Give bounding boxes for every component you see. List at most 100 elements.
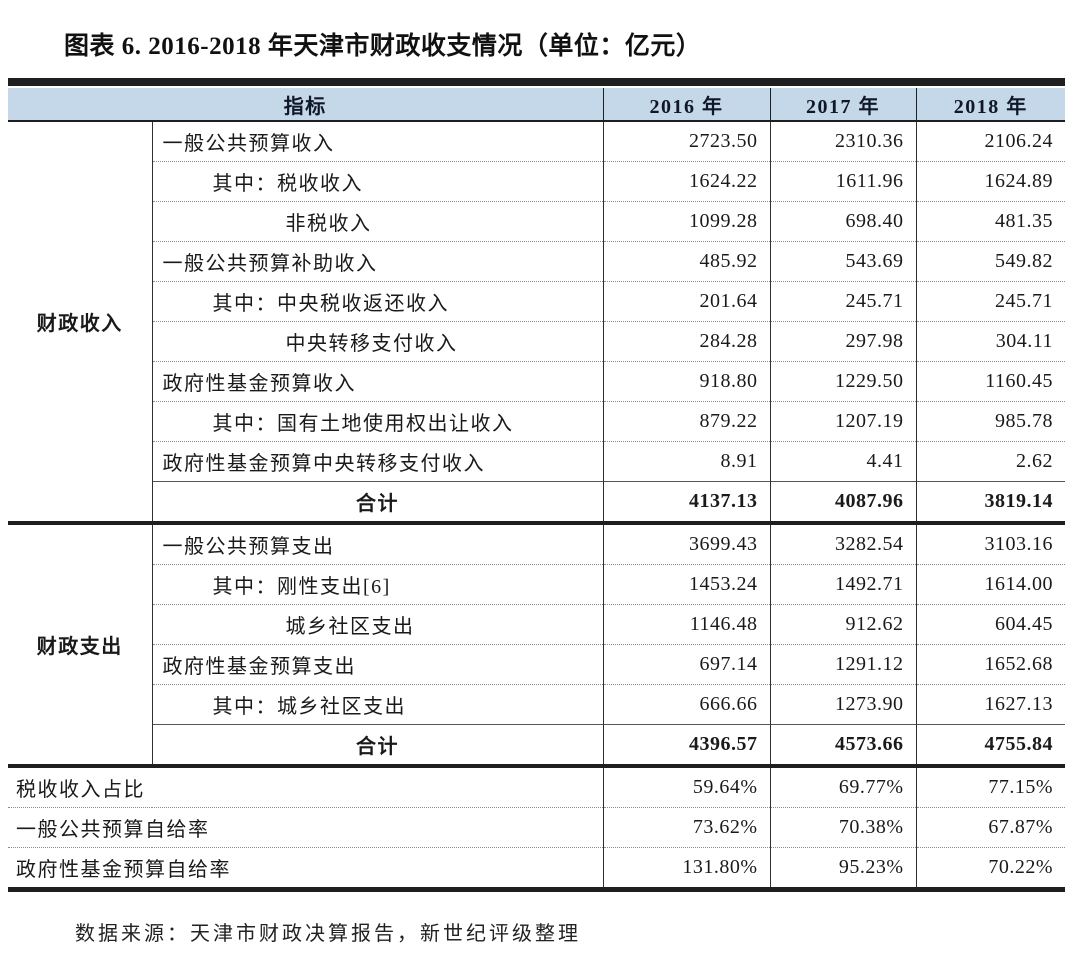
ratio-row: 政府性基金预算自给率 131.80% 95.23% 70.22% bbox=[8, 847, 1065, 892]
ratio-label: 税收收入占比 bbox=[8, 765, 603, 808]
value-cell: 1453.24 bbox=[602, 564, 770, 605]
value-cell: 1207.19 bbox=[769, 401, 916, 442]
value-cell: 2310.36 bbox=[769, 120, 916, 162]
value-cell: 1627.13 bbox=[915, 684, 1065, 725]
value-cell: 4755.84 bbox=[915, 724, 1065, 768]
value-cell: 70.38% bbox=[769, 807, 916, 848]
value-cell: 549.82 bbox=[915, 241, 1065, 282]
value-cell: 95.23% bbox=[769, 847, 916, 892]
value-cell: 543.69 bbox=[769, 241, 916, 282]
column-header-2016: 2016 年 bbox=[602, 88, 770, 122]
indicator-label: 一般公共预算补助收入 bbox=[152, 241, 603, 282]
indicator-label: 其中：国有土地使用权出让收入 bbox=[152, 401, 603, 442]
value-cell: 698.40 bbox=[769, 201, 916, 242]
group-label: 财政收入 bbox=[8, 120, 153, 525]
ratio-label: 政府性基金预算自给率 bbox=[8, 847, 603, 892]
fiscal-table: 指标 2016 年 2017 年 2018 年 财政收入 一般公共预算收入 2723… bbox=[8, 88, 1065, 892]
table-row: 其中：中央税收返还收入 201.64 245.71 245.71 bbox=[8, 281, 1065, 322]
value-cell: 485.92 bbox=[602, 241, 770, 282]
value-cell: 1492.71 bbox=[769, 564, 916, 605]
section-total-row: 合计 4396.57 4573.66 4755.84 bbox=[8, 724, 1065, 768]
value-cell: 1146.48 bbox=[602, 604, 770, 645]
value-cell: 4.41 bbox=[769, 441, 916, 482]
table-row: 其中：刚性支出[6] 1453.24 1492.71 1614.00 bbox=[8, 564, 1065, 605]
value-cell: 245.71 bbox=[769, 281, 916, 322]
value-cell: 697.14 bbox=[602, 644, 770, 685]
value-cell: 4396.57 bbox=[602, 724, 770, 768]
value-cell: 59.64% bbox=[602, 765, 770, 808]
value-cell: 666.66 bbox=[602, 684, 770, 725]
table-row: 其中：城乡社区支出 666.66 1273.90 1627.13 bbox=[8, 684, 1065, 725]
value-cell: 67.87% bbox=[915, 807, 1065, 848]
indicator-label: 非税收入 bbox=[152, 201, 603, 242]
value-cell: 918.80 bbox=[602, 361, 770, 402]
value-cell: 297.98 bbox=[769, 321, 916, 362]
indicator-label: 一般公共预算支出 bbox=[152, 522, 603, 565]
value-cell: 2106.24 bbox=[915, 120, 1065, 162]
total-label: 合计 bbox=[152, 481, 603, 525]
value-cell: 1624.89 bbox=[915, 161, 1065, 202]
value-cell: 245.71 bbox=[915, 281, 1065, 322]
value-cell: 3103.16 bbox=[915, 522, 1065, 565]
table-header: 指标 2016 年 2017 年 2018 年 bbox=[8, 88, 1065, 122]
ratio-row: 税收收入占比 59.64% 69.77% 77.15% bbox=[8, 765, 1065, 808]
table-body: 财政收入 一般公共预算收入 2723.50 2310.36 2106.24 其中：税收收入… bbox=[8, 120, 1065, 892]
value-cell: 481.35 bbox=[915, 201, 1065, 242]
table-row: 财政支出 一般公共预算支出 3699.43 3282.54 3103.16 bbox=[8, 522, 1065, 768]
column-header-indicator: 指标 bbox=[8, 88, 603, 122]
table-row: 政府性基金预算支出 697.14 1291.12 1652.68 bbox=[8, 644, 1065, 685]
value-cell: 879.22 bbox=[602, 401, 770, 442]
value-cell: 4087.96 bbox=[769, 481, 916, 525]
value-cell: 304.11 bbox=[915, 321, 1065, 362]
value-cell: 77.15% bbox=[915, 765, 1065, 808]
indicator-label: 其中：城乡社区支出 bbox=[152, 684, 603, 725]
group-label: 财政支出 bbox=[8, 522, 153, 768]
value-cell: 1624.22 bbox=[602, 161, 770, 202]
source-note: 数据来源：天津市财政决算报告，新世纪评级整理 bbox=[75, 923, 581, 945]
value-cell: 69.77% bbox=[769, 765, 916, 808]
value-cell: 2.62 bbox=[915, 441, 1065, 482]
column-header-2017: 2017 年 bbox=[769, 88, 916, 122]
value-cell: 3819.14 bbox=[915, 481, 1065, 525]
value-cell: 985.78 bbox=[915, 401, 1065, 442]
table-row: 城乡社区支出 1146.48 912.62 604.45 bbox=[8, 604, 1065, 645]
indicator-label: 政府性基金预算收入 bbox=[152, 361, 603, 402]
page-title: 图表 6. 2016-2018 年天津市财政收支情况（单位：亿元） bbox=[64, 33, 702, 60]
value-cell: 604.45 bbox=[915, 604, 1065, 645]
indicator-label: 其中：刚性支出[6] bbox=[152, 564, 603, 605]
value-cell: 1273.90 bbox=[769, 684, 916, 725]
indicator-label: 其中：税收收入 bbox=[152, 161, 603, 202]
value-cell: 3282.54 bbox=[769, 522, 916, 565]
value-cell: 70.22% bbox=[915, 847, 1065, 892]
value-cell: 8.91 bbox=[602, 441, 770, 482]
value-cell: 1229.50 bbox=[769, 361, 916, 402]
value-cell: 1099.28 bbox=[602, 201, 770, 242]
value-cell: 3699.43 bbox=[602, 522, 770, 565]
table-row: 中央转移支付收入 284.28 297.98 304.11 bbox=[8, 321, 1065, 362]
value-cell: 73.62% bbox=[602, 807, 770, 848]
indicator-label: 政府性基金预算支出 bbox=[152, 644, 603, 685]
value-cell: 1614.00 bbox=[915, 564, 1065, 605]
value-cell: 201.64 bbox=[602, 281, 770, 322]
ratio-row: 一般公共预算自给率 73.62% 70.38% 67.87% bbox=[8, 807, 1065, 848]
table-row: 财政收入 一般公共预算收入 2723.50 2310.36 2106.24 bbox=[8, 120, 1065, 525]
indicator-label: 政府性基金预算中央转移支付收入 bbox=[152, 441, 603, 482]
indicator-label: 一般公共预算收入 bbox=[152, 120, 603, 162]
ratio-label: 一般公共预算自给率 bbox=[8, 807, 603, 848]
indicator-label: 中央转移支付收入 bbox=[152, 321, 603, 362]
value-cell: 912.62 bbox=[769, 604, 916, 645]
value-cell: 131.80% bbox=[602, 847, 770, 892]
value-cell: 1652.68 bbox=[915, 644, 1065, 685]
value-cell: 1291.12 bbox=[769, 644, 916, 685]
value-cell: 4137.13 bbox=[602, 481, 770, 525]
table-top-border bbox=[8, 78, 1065, 86]
table-row: 其中：国有土地使用权出让收入 879.22 1207.19 985.78 bbox=[8, 401, 1065, 442]
table-row: 非税收入 1099.28 698.40 481.35 bbox=[8, 201, 1065, 242]
value-cell: 2723.50 bbox=[602, 120, 770, 162]
value-cell: 1160.45 bbox=[915, 361, 1065, 402]
section-total-row: 合计 4137.13 4087.96 3819.14 bbox=[8, 481, 1065, 525]
total-label: 合计 bbox=[152, 724, 603, 768]
indicator-label: 其中：中央税收返还收入 bbox=[152, 281, 603, 322]
value-cell: 4573.66 bbox=[769, 724, 916, 768]
